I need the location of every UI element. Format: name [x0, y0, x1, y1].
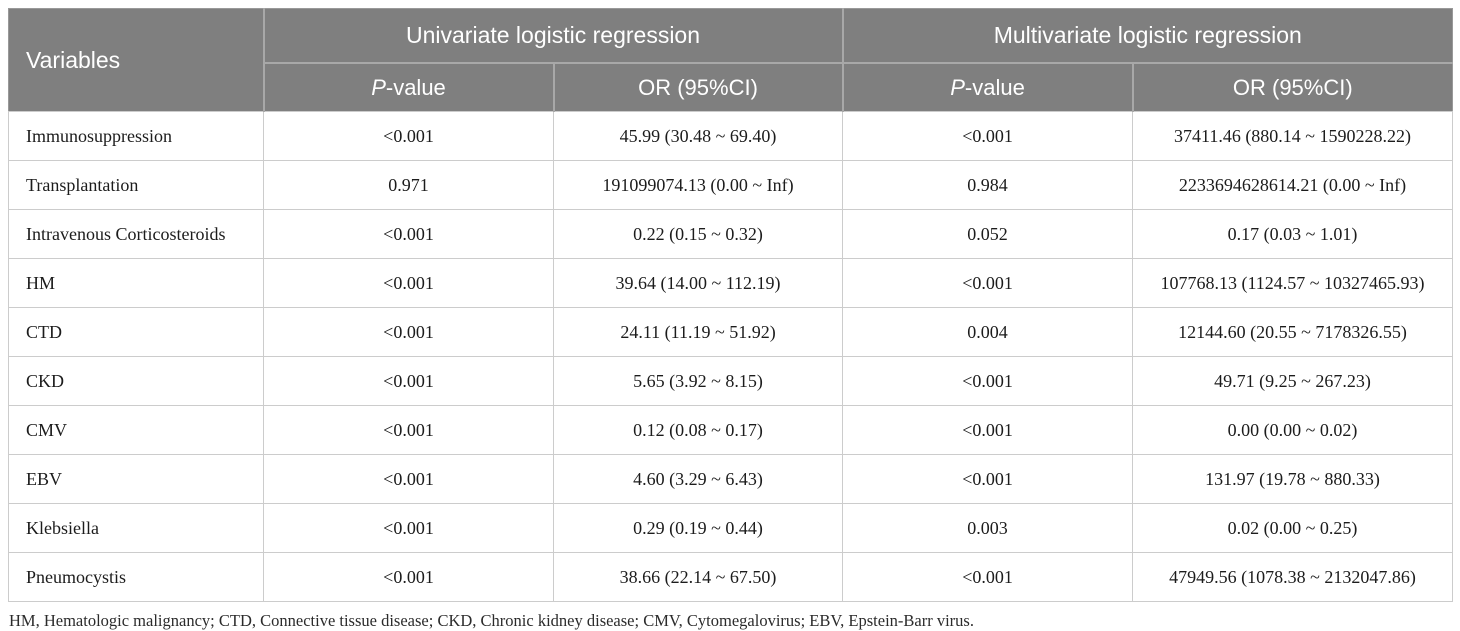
- subheader-univariate-or: OR (95%CI): [552, 62, 843, 112]
- multivariate-p-value-cell: <0.001: [842, 552, 1134, 602]
- table-row: CMV <0.001 0.12 (0.08 ~ 0.17) <0.001 0.0…: [8, 405, 1454, 455]
- univariate-p-value-cell: <0.001: [263, 258, 554, 308]
- table-row: Klebsiella <0.001 0.29 (0.19 ~ 0.44) 0.0…: [8, 503, 1454, 553]
- univariate-p-value-cell: 0.971: [263, 160, 554, 210]
- header-row-groups: Variables Univariate logistic regression…: [8, 8, 1453, 112]
- group-header-univariate: Univariate logistic regression: [262, 8, 843, 63]
- multivariate-p-value-cell: <0.001: [842, 454, 1134, 504]
- multivariate-p-value-cell: <0.001: [842, 111, 1134, 161]
- univariate-or-cell: 4.60 (3.29 ~ 6.43): [552, 454, 844, 504]
- univariate-or-cell: 45.99 (30.48 ~ 69.40): [552, 111, 844, 161]
- subheader-multivariate-or: OR (95%CI): [1131, 62, 1453, 112]
- variable-name-cell: Klebsiella: [8, 503, 264, 553]
- variable-name-cell: EBV: [8, 454, 264, 504]
- table-row: CKD <0.001 5.65 (3.92 ~ 8.15) <0.001 49.…: [8, 356, 1454, 406]
- column-header-variables: Variables: [8, 8, 264, 112]
- univariate-p-value-cell: <0.001: [263, 111, 554, 161]
- multivariate-or-cell: 0.02 (0.00 ~ 0.25): [1132, 503, 1454, 553]
- p-italic-label: P: [950, 74, 965, 100]
- variable-name-cell: Pneumocystis: [8, 552, 264, 602]
- multivariate-p-value-cell: <0.001: [842, 258, 1134, 308]
- multivariate-p-value-cell: <0.001: [842, 356, 1134, 406]
- variable-name-cell: CTD: [8, 307, 264, 357]
- multivariate-or-cell: 47949.56 (1078.38 ~ 2132047.86): [1132, 552, 1454, 602]
- univariate-or-cell: 24.11 (11.19 ~ 51.92): [552, 307, 844, 357]
- table-row: EBV <0.001 4.60 (3.29 ~ 6.43) <0.001 131…: [8, 454, 1454, 504]
- univariate-or-cell: 191099074.13 (0.00 ~ Inf): [552, 160, 844, 210]
- table-row: Intravenous Corticosteroids <0.001 0.22 …: [8, 209, 1454, 259]
- variable-name-cell: CKD: [8, 356, 264, 406]
- multivariate-or-cell: 37411.46 (880.14 ~ 1590228.22): [1132, 111, 1454, 161]
- table-row: CTD <0.001 24.11 (11.19 ~ 51.92) 0.004 1…: [8, 307, 1454, 357]
- univariate-p-value-cell: <0.001: [263, 307, 554, 357]
- multivariate-or-cell: 0.17 (0.03 ~ 1.01): [1132, 209, 1454, 259]
- p-suffix-label: -value: [964, 74, 1025, 100]
- subheader-univariate-p-value: P-value: [262, 62, 554, 112]
- multivariate-p-value-cell: 0.004: [842, 307, 1134, 357]
- univariate-or-cell: 39.64 (14.00 ~ 112.19): [552, 258, 844, 308]
- abbreviations-footnote: HM, Hematologic malignancy; CTD, Connect…: [9, 611, 974, 630]
- table-row: Transplantation 0.971 191099074.13 (0.00…: [8, 160, 1454, 210]
- univariate-or-cell: 0.22 (0.15 ~ 0.32): [552, 209, 844, 259]
- univariate-p-value-cell: <0.001: [263, 503, 554, 553]
- variable-name-cell: Transplantation: [8, 160, 264, 210]
- univariate-p-value-cell: <0.001: [263, 405, 554, 455]
- univariate-p-value-cell: <0.001: [263, 552, 554, 602]
- variable-name-cell: Immunosuppression: [8, 111, 264, 161]
- header-row-subcolumns: P-value OR (95%CI) P-value OR (95%CI): [9, 62, 1453, 112]
- group-header-multivariate: Multivariate logistic regression: [841, 8, 1453, 63]
- multivariate-or-cell: 12144.60 (20.55 ~ 7178326.55): [1132, 307, 1454, 357]
- p-suffix-label: -value: [385, 74, 446, 100]
- univariate-p-value-cell: <0.001: [263, 454, 554, 504]
- multivariate-or-cell: 0.00 (0.00 ~ 0.02): [1132, 405, 1454, 455]
- univariate-or-cell: 0.29 (0.19 ~ 0.44): [552, 503, 844, 553]
- univariate-p-value-cell: <0.001: [263, 356, 554, 406]
- multivariate-p-value-cell: 0.052: [842, 209, 1134, 259]
- variable-name-cell: HM: [8, 258, 264, 308]
- table-row: Pneumocystis <0.001 38.66 (22.14 ~ 67.50…: [8, 552, 1454, 602]
- variable-name-cell: Intravenous Corticosteroids: [8, 209, 264, 259]
- subheader-multivariate-p-value: P-value: [841, 62, 1133, 112]
- multivariate-or-cell: 49.71 (9.25 ~ 267.23): [1132, 356, 1454, 406]
- univariate-or-cell: 5.65 (3.92 ~ 8.15): [552, 356, 844, 406]
- regression-results-table: Variables Univariate logistic regression…: [8, 8, 1454, 602]
- univariate-or-cell: 0.12 (0.08 ~ 0.17): [552, 405, 844, 455]
- table-row: Immunosuppression <0.001 45.99 (30.48 ~ …: [8, 111, 1454, 161]
- multivariate-p-value-cell: 0.984: [842, 160, 1134, 210]
- univariate-or-cell: 38.66 (22.14 ~ 67.50): [552, 552, 844, 602]
- multivariate-p-value-cell: <0.001: [842, 405, 1134, 455]
- p-italic-label: P: [371, 74, 386, 100]
- multivariate-or-cell: 107768.13 (1124.57 ~ 10327465.93): [1132, 258, 1454, 308]
- multivariate-p-value-cell: 0.003: [842, 503, 1134, 553]
- multivariate-or-cell: 2233694628614.21 (0.00 ~ Inf): [1132, 160, 1454, 210]
- variable-name-cell: CMV: [8, 405, 264, 455]
- univariate-p-value-cell: <0.001: [263, 209, 554, 259]
- table-header: Variables Univariate logistic regression…: [8, 8, 1453, 112]
- table-row: HM <0.001 39.64 (14.00 ~ 112.19) <0.001 …: [8, 258, 1454, 308]
- multivariate-or-cell: 131.97 (19.78 ~ 880.33): [1132, 454, 1454, 504]
- table-body: Immunosuppression <0.001 45.99 (30.48 ~ …: [8, 111, 1454, 602]
